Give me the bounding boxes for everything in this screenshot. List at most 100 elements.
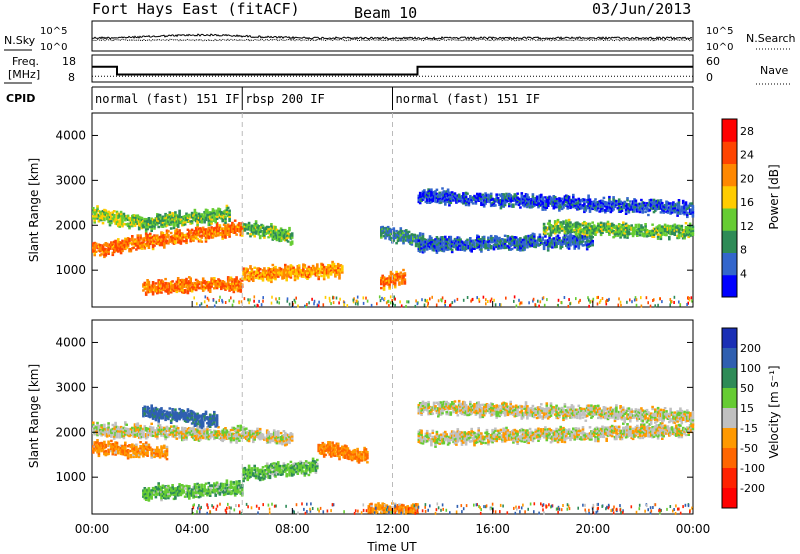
data-cell xyxy=(144,220,148,223)
data-cell xyxy=(388,237,391,241)
data-cell xyxy=(562,204,565,207)
data-cell xyxy=(114,421,117,425)
data-cell xyxy=(647,234,650,237)
data-cell xyxy=(619,232,622,235)
data-cell xyxy=(282,274,286,278)
data-cell xyxy=(455,195,458,198)
data-cell xyxy=(619,206,622,209)
data-cell xyxy=(107,426,110,429)
data-cell xyxy=(599,205,603,209)
data-cell xyxy=(637,223,640,226)
data-cell xyxy=(151,283,155,286)
data-cell xyxy=(182,432,185,435)
data-cell xyxy=(599,207,603,211)
data-cell xyxy=(570,234,574,238)
data-cell xyxy=(513,193,517,196)
data-cell xyxy=(553,239,557,243)
data-cell xyxy=(669,298,672,301)
data-cell xyxy=(104,252,108,255)
data-cell xyxy=(149,236,152,240)
data-cell xyxy=(190,282,194,285)
data-cell xyxy=(402,231,405,235)
data-cell xyxy=(691,299,693,303)
data-cell xyxy=(282,270,286,273)
data-cell xyxy=(236,287,240,291)
data-cell xyxy=(544,228,547,231)
data-cell xyxy=(267,225,270,229)
data-cell xyxy=(213,227,216,230)
data-cell xyxy=(104,213,108,216)
data-cell xyxy=(213,233,216,236)
data-cell xyxy=(435,241,439,244)
data-cell xyxy=(641,211,645,214)
data-cell xyxy=(124,241,127,244)
data-cell xyxy=(473,196,476,200)
data-cell xyxy=(103,216,106,220)
data-cell xyxy=(503,234,507,237)
data-cell xyxy=(595,205,599,208)
data-cell xyxy=(569,223,572,226)
data-cell xyxy=(661,210,664,213)
data-cell xyxy=(362,296,365,300)
data-cell xyxy=(521,246,525,250)
data-cell xyxy=(423,246,426,249)
data-cell xyxy=(197,282,201,286)
data-cell xyxy=(656,207,660,210)
data-cell xyxy=(200,430,204,434)
data-cell xyxy=(131,426,134,430)
data-cell xyxy=(533,239,536,242)
data-cell xyxy=(602,228,606,231)
data-cell xyxy=(681,237,685,240)
data-cell xyxy=(270,229,273,232)
data-cell xyxy=(396,276,400,280)
data-cell xyxy=(457,193,461,196)
data-cell xyxy=(503,238,507,241)
data-cell xyxy=(261,226,265,230)
data-cell xyxy=(341,267,344,270)
data-cell xyxy=(402,276,405,280)
data-cell xyxy=(655,230,658,233)
data-cell xyxy=(121,435,124,438)
data-cell xyxy=(492,200,496,203)
data-cell xyxy=(107,432,110,435)
data-cell xyxy=(278,266,281,270)
data-cell xyxy=(320,274,323,278)
data-cell xyxy=(470,200,473,204)
data-cell xyxy=(441,193,444,196)
data-cell xyxy=(521,244,525,248)
data-cell xyxy=(93,241,96,245)
data-cell xyxy=(117,238,120,241)
data-cell xyxy=(572,223,575,226)
data-cell xyxy=(406,233,409,236)
data-cell xyxy=(442,192,446,195)
data-cell xyxy=(638,202,642,206)
data-cell xyxy=(549,198,553,201)
data-cell xyxy=(598,226,601,229)
data-cell xyxy=(270,301,273,305)
data-cell xyxy=(303,270,307,273)
data-cell xyxy=(288,275,291,278)
data-cell xyxy=(295,296,297,300)
data-cell xyxy=(446,238,450,241)
data-cell xyxy=(405,233,408,236)
data-cell xyxy=(551,240,554,243)
data-cell xyxy=(392,302,394,306)
data-cell xyxy=(200,428,204,432)
data-cell xyxy=(221,280,224,283)
data-cell xyxy=(311,266,315,270)
data-cell xyxy=(556,242,560,245)
data-cell xyxy=(626,226,629,229)
data-cell xyxy=(245,227,248,230)
data-cell xyxy=(485,194,489,197)
data-cell xyxy=(622,223,625,226)
data-cell xyxy=(149,222,152,225)
data-cell xyxy=(469,247,472,250)
data-cell xyxy=(546,241,550,244)
data-cell xyxy=(604,205,607,208)
data-cell xyxy=(380,278,383,282)
data-cell xyxy=(230,296,232,300)
data-cell xyxy=(402,238,405,241)
data-cell xyxy=(423,240,426,243)
data-cell xyxy=(681,229,685,232)
data-cell xyxy=(175,224,179,227)
